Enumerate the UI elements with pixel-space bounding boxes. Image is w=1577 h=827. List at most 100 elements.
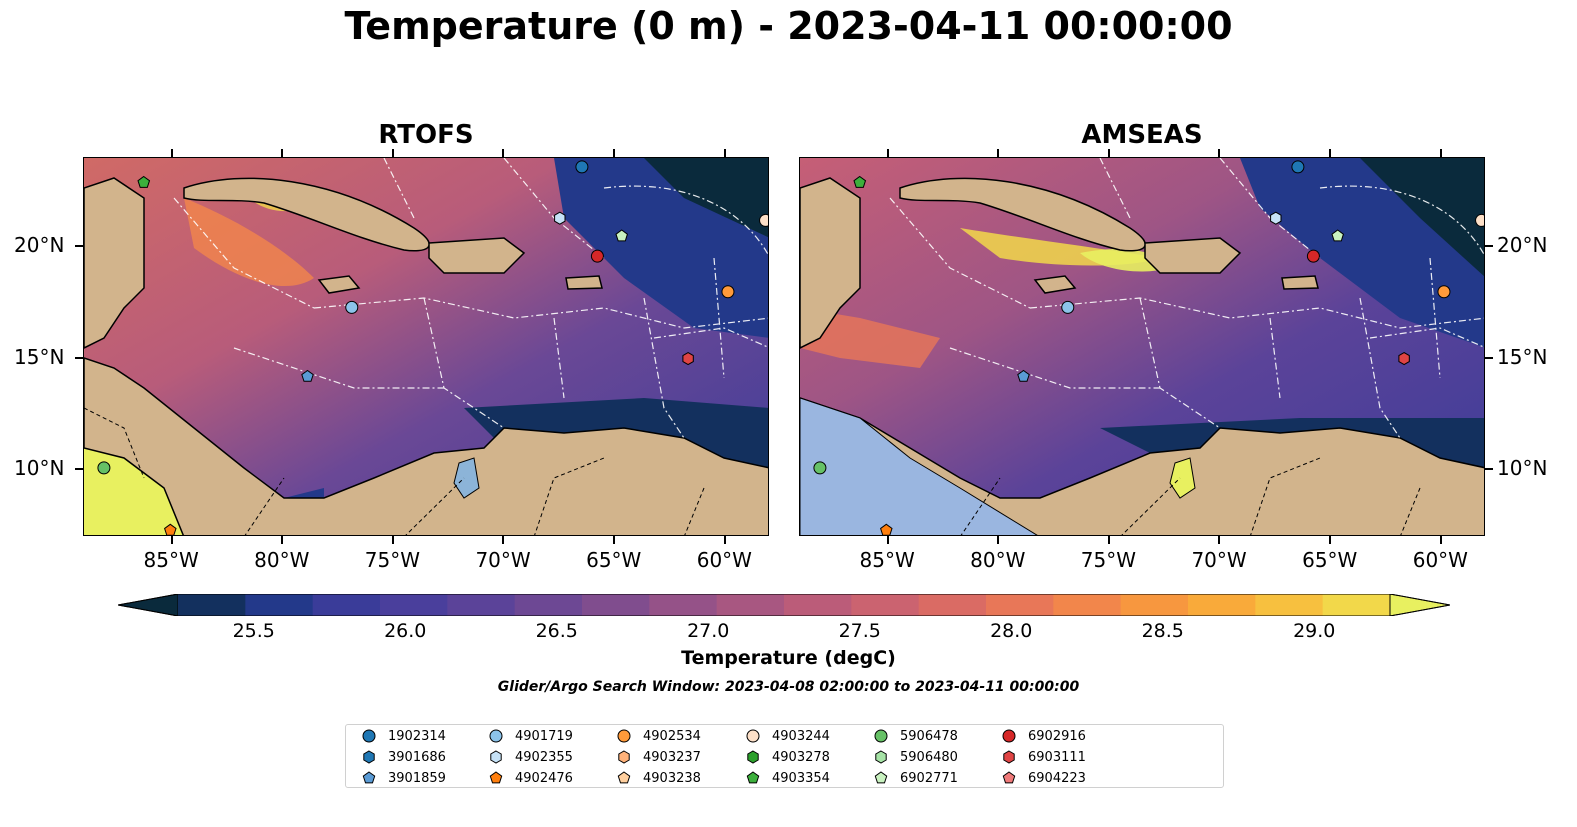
lon-tick-mark [1107, 149, 1110, 157]
lon-tick-label: 75°W [1080, 548, 1137, 572]
lon-tick-mark [1439, 149, 1442, 157]
colorbar-segment [1053, 594, 1122, 616]
legend-item: 4903244 [746, 727, 830, 745]
amseas-temperature-field [800, 158, 1484, 535]
float-markers-rtofs [97, 160, 768, 535]
lon-tick-label: 70°W [475, 548, 531, 572]
colorbar-segment [918, 594, 987, 616]
lon-tick-label: 65°W [1302, 548, 1358, 572]
lon-tick-label: 65°W [586, 548, 642, 572]
colorbar-segment [986, 594, 1054, 616]
legend-marker-icon [618, 750, 630, 764]
legend-label: 4903244 [772, 728, 830, 744]
legend-label: 1902314 [388, 728, 446, 744]
rtofs-temperature-field [84, 158, 768, 535]
colorbar-segment [649, 594, 718, 616]
float-marker [554, 211, 566, 225]
legend-item: 6902916 [1002, 727, 1086, 745]
float-marker [590, 249, 604, 263]
legend-item: 3901859 [362, 769, 446, 787]
legend-label: 6904223 [1028, 770, 1086, 786]
legend-marker-icon [362, 729, 376, 743]
float-marker [1306, 249, 1320, 263]
lat-tick-mark [75, 468, 83, 471]
lon-tick-label: 75°W [364, 548, 421, 572]
lon-tick-mark [1439, 536, 1442, 544]
figure-title: Temperature (0 m) - 2023-04-11 00:00:00 [344, 4, 1233, 48]
lon-tick-mark [613, 536, 616, 544]
colorbar-segment [851, 594, 920, 616]
legend-marker-icon [874, 771, 888, 784]
float-marker [164, 523, 177, 535]
lon-tick-mark [170, 536, 173, 544]
legend-item: 5906478 [874, 727, 958, 745]
lon-tick-mark [391, 149, 394, 157]
legend-marker-icon [874, 729, 888, 743]
colorbar-tick-label: 26.0 [384, 620, 427, 642]
legend-marker-icon [747, 750, 759, 764]
legend-marker-icon [746, 729, 760, 743]
colorbar-tick-label: 29.0 [1293, 620, 1336, 642]
colorbar-segment [716, 594, 785, 616]
float-markers-amseas [813, 160, 1484, 535]
lon-tick-label: 70°W [1191, 548, 1247, 572]
legend-item: 4903237 [617, 748, 701, 766]
legend-item: 6904223 [1002, 769, 1086, 787]
lon-tick-mark [170, 149, 173, 157]
float-marker [1291, 160, 1305, 174]
legend-label: 4903237 [643, 749, 701, 765]
map-panel-rtofs [83, 157, 769, 536]
legend-label: 5906478 [900, 728, 958, 744]
legend-label: 5906480 [900, 749, 958, 765]
float-marker [1331, 229, 1344, 242]
colorbar-segment [514, 594, 583, 616]
float-marker [1475, 213, 1484, 227]
lat-tick-label: 10°N [1497, 456, 1548, 481]
legend-marker-icon [1003, 750, 1015, 764]
float-marker [615, 229, 628, 242]
lon-tick-mark [997, 536, 1000, 544]
colorbar-segment [1188, 594, 1256, 616]
colorbar-tick-label: 27.5 [838, 620, 881, 642]
legend-marker-icon [489, 729, 503, 743]
legend-label: 4902355 [515, 749, 573, 765]
lat-tick-label: 10°N [14, 456, 65, 481]
colorbar-segment [1120, 594, 1189, 616]
legend-label: 4903278 [772, 749, 830, 765]
colorbar-segment [1255, 594, 1324, 616]
float-marker [345, 300, 359, 314]
lon-tick-label: 85°W [859, 548, 915, 572]
lon-tick-mark [886, 536, 889, 544]
legend-item: 1902314 [362, 727, 446, 745]
colorbar-tick-label: 27.0 [687, 620, 730, 642]
legend-label: 4903238 [643, 770, 701, 786]
legend-item: 4902355 [489, 748, 573, 766]
panel-title-amseas: AMSEAS [1081, 120, 1203, 150]
search-window-caption: Glider/Argo Search Window: 2023-04-08 02… [497, 679, 1080, 695]
legend-marker-icon [362, 771, 376, 784]
lon-tick-label: 80°W [970, 548, 1026, 572]
legend-label: 4902534 [643, 728, 701, 744]
legend-label: 3901859 [388, 770, 446, 786]
legend-item: 4902534 [617, 727, 701, 745]
colorbar-tick-label: 28.0 [990, 620, 1033, 642]
legend-item: 4901719 [489, 727, 573, 745]
lon-tick-mark [997, 149, 1000, 157]
lat-tick-label: 15°N [14, 344, 65, 369]
float-marker [1017, 369, 1030, 382]
map-panel-amseas [799, 157, 1485, 536]
legend-label: 4903354 [772, 770, 830, 786]
colorbar-tick-label: 28.5 [1141, 620, 1184, 642]
legend-item: 3901686 [362, 748, 446, 766]
lon-tick-mark [723, 149, 726, 157]
lat-tick-mark [1485, 245, 1493, 248]
legend-marker-icon [617, 771, 631, 784]
legend-marker-icon [617, 729, 631, 743]
lat-tick-mark [1485, 468, 1493, 471]
lat-tick-mark [75, 356, 83, 359]
lon-tick-mark [281, 536, 284, 544]
legend-label: 4902476 [515, 770, 573, 786]
float-marker [759, 213, 768, 227]
lon-tick-mark [1218, 536, 1221, 544]
float-marker [1270, 211, 1282, 225]
